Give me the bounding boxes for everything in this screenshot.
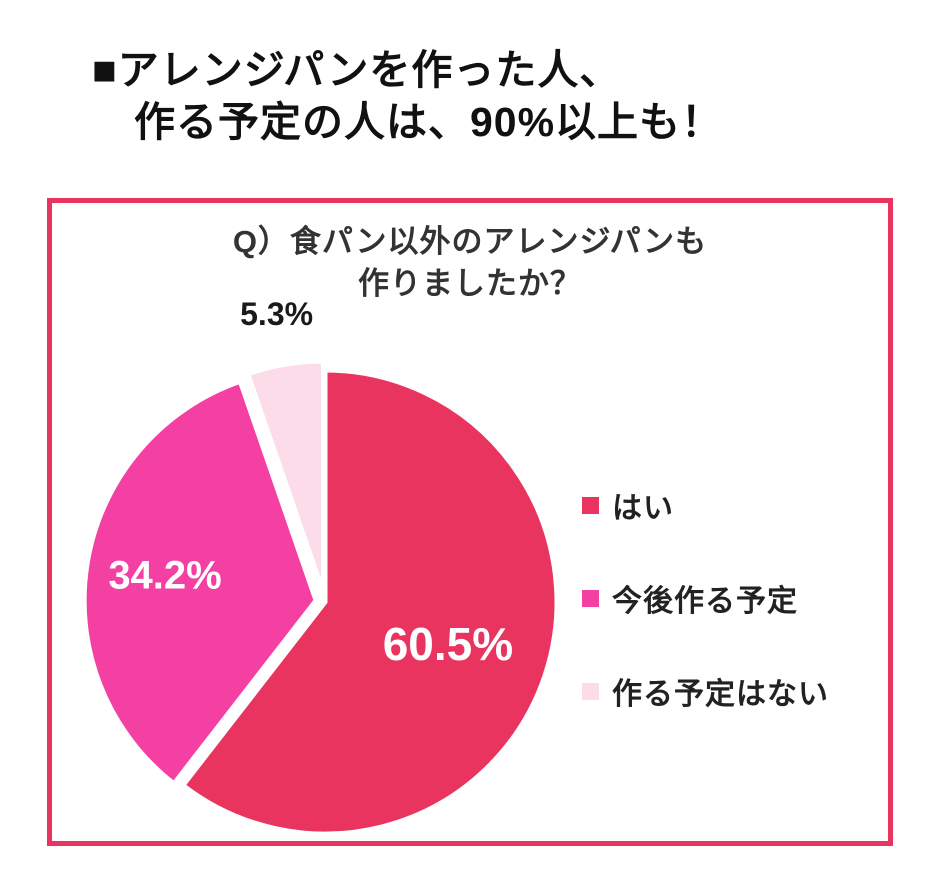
legend-swatch-plan-to-make [582, 589, 599, 607]
chart-question-line1: Q）食パン以外のアレンジパンも [232, 224, 708, 259]
pie-value-label-0: 60.5% [383, 618, 513, 670]
legend-item-yes: はい [582, 487, 829, 525]
pie-value-label-1: 34.2% [108, 554, 221, 598]
legend-swatch-no-plan [582, 682, 599, 700]
pie-slice-0 [180, 367, 560, 837]
pie-value-label-2: 5.3% [240, 296, 313, 332]
legend-swatch-yes [582, 496, 599, 514]
page-title-line1: ■アレンジパンを作った人、 [92, 47, 622, 93]
chart-question: Q）食パン以外のアレンジパンも 作りましたか？ [52, 221, 888, 305]
chart-question-line2: 作りましたか？ [358, 265, 582, 301]
pie-chart: 60.5% 34.2% 5.3% [81, 296, 560, 837]
chart-legend: はい 今後作る予定 作る予定はない [582, 487, 829, 766]
pie-slice-1 [81, 378, 319, 787]
chart-panel: 60.5% 34.2% 5.3% Q）食パン以外のアレンジパンも 作りましたか？ は… [47, 198, 893, 846]
pie-slice-2 [245, 358, 327, 596]
legend-item-plan-to-make: 今後作る予定 [582, 580, 829, 618]
legend-label-no-plan: 作る予定はない [612, 678, 829, 711]
page-title: ■アレンジパンを作った人、 作る予定の人は、90%以上も！ [92, 44, 723, 149]
legend-label-yes: はい [612, 492, 674, 525]
page-title-line2: 作る予定の人は、90%以上も！ [134, 99, 724, 146]
legend-item-no-plan: 作る予定はない [582, 673, 829, 711]
legend-label-plan-to-make: 今後作る予定 [612, 585, 798, 618]
